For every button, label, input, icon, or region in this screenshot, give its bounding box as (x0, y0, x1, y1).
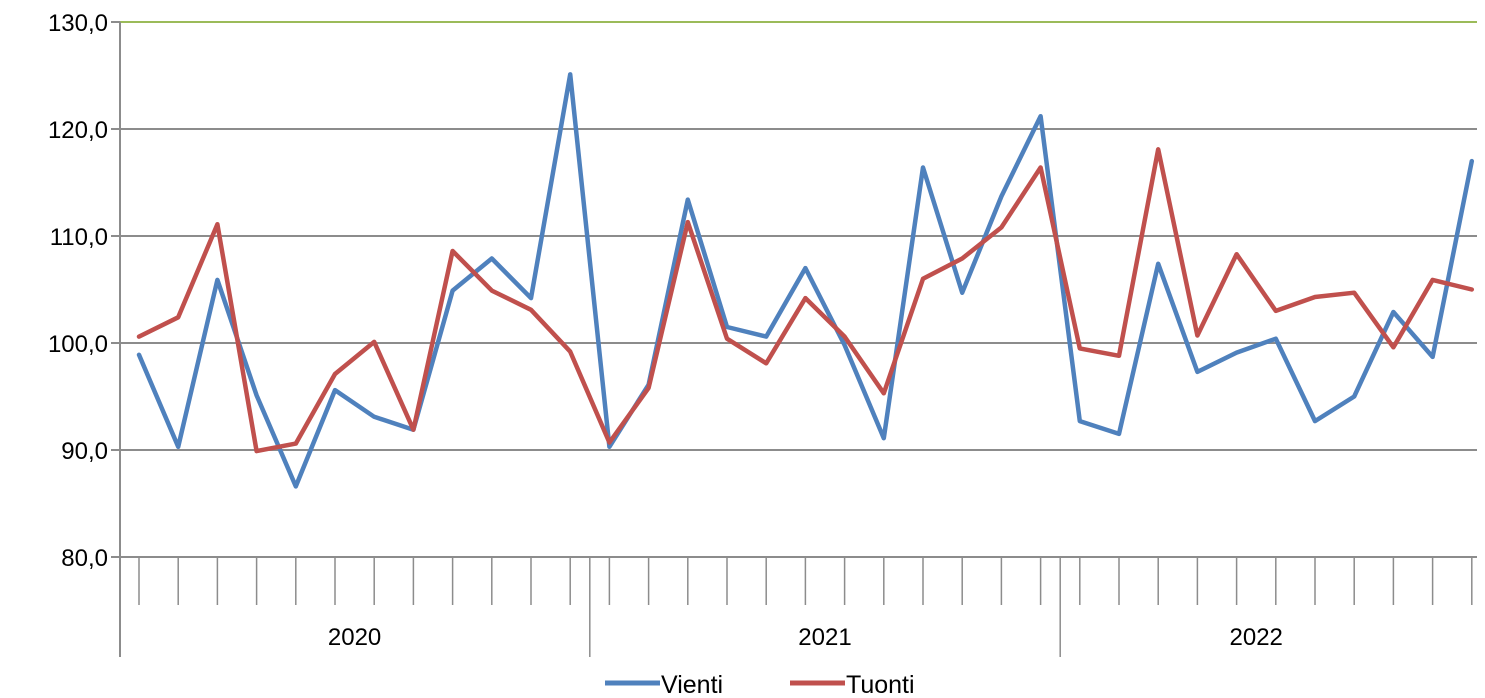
data-point-tuonti (215, 222, 219, 226)
legend: Vienti Tuonti (605, 671, 915, 698)
y-tick-label: 120,0 (48, 117, 108, 144)
data-point-vienti (921, 166, 925, 170)
x-group-label: 2021 (798, 624, 851, 651)
data-point-tuonti (568, 350, 572, 354)
data-point-vienti (1156, 262, 1160, 266)
series-lines (136, 72, 1475, 489)
y-tick-label: 130,0 (48, 10, 108, 37)
data-point-tuonti (999, 225, 1003, 229)
series-line-tuonti (136, 147, 1475, 454)
data-point-tuonti (333, 372, 337, 376)
data-point-tuonti (1195, 334, 1199, 338)
data-point-vienti (490, 256, 494, 260)
data-point-vienti (1470, 159, 1474, 163)
data-point-tuonti (1352, 291, 1356, 295)
data-point-vienti (255, 393, 259, 397)
data-point-tuonti (451, 249, 455, 253)
data-point-vienti (333, 388, 337, 392)
data-point-tuonti (1391, 345, 1395, 349)
data-point-tuonti (647, 386, 651, 390)
data-point-tuonti (1470, 288, 1474, 292)
data-point-tuonti (1156, 147, 1160, 151)
data-point-tuonti (490, 289, 494, 293)
data-point-vienti (803, 266, 807, 270)
data-point-tuonti (960, 256, 964, 260)
data-point-vienti (1313, 419, 1317, 423)
data-point-tuonti (725, 337, 729, 341)
data-point-tuonti (255, 449, 259, 453)
data-point-vienti (137, 353, 141, 357)
data-point-vienti (372, 415, 376, 419)
data-point-tuonti (137, 335, 141, 339)
data-point-vienti (568, 72, 572, 76)
data-point-tuonti (372, 340, 376, 344)
data-point-vienti (294, 484, 298, 488)
data-point-vienti (529, 296, 533, 300)
data-point-tuonti (843, 335, 847, 339)
legend-label-vienti: Vienti (661, 671, 723, 698)
data-point-vienti (764, 335, 768, 339)
data-point-tuonti (921, 277, 925, 281)
data-point-vienti (607, 445, 611, 449)
data-point-tuonti (176, 315, 180, 319)
data-point-vienti (843, 343, 847, 347)
data-point-tuonti (294, 442, 298, 446)
legend-label-tuonti: Tuonti (846, 671, 915, 698)
data-point-vienti (882, 436, 886, 440)
data-point-tuonti (1431, 278, 1435, 282)
data-point-tuonti (1039, 166, 1043, 170)
data-point-vienti (176, 445, 180, 449)
data-point-tuonti (607, 441, 611, 445)
data-point-vienti (451, 289, 455, 293)
data-point-tuonti (803, 296, 807, 300)
data-point-vienti (960, 291, 964, 295)
data-point-tuonti (882, 391, 886, 395)
data-point-tuonti (1274, 309, 1278, 313)
y-tick-label: 110,0 (50, 224, 108, 251)
data-point-tuonti (411, 428, 415, 432)
data-point-vienti (686, 198, 690, 202)
data-point-tuonti (686, 220, 690, 224)
data-point-tuonti (1078, 346, 1082, 350)
data-point-vienti (1431, 355, 1435, 359)
data-point-vienti (215, 278, 219, 282)
x-group-label: 2022 (1230, 624, 1283, 651)
data-point-vienti (1078, 419, 1082, 423)
data-point-vienti (1039, 114, 1043, 118)
data-point-tuonti (529, 308, 533, 312)
y-tick-label: 80,0 (61, 545, 108, 572)
y-tick-label: 100,0 (48, 331, 108, 358)
y-tick-label: 90,0 (61, 438, 108, 465)
data-point-tuonti (1235, 252, 1239, 256)
data-point-vienti (1391, 310, 1395, 314)
axes: 80,0 90,0 100,0 110,0 120,0 130,0 2020 2021 2022 (48, 10, 1477, 657)
data-point-tuonti (1313, 295, 1317, 299)
data-point-vienti (1352, 395, 1356, 399)
data-point-vienti (1235, 351, 1239, 355)
data-point-vienti (1274, 337, 1278, 341)
data-point-vienti (999, 194, 1003, 198)
gridlines (120, 21, 1477, 451)
data-point-vienti (1117, 432, 1121, 436)
data-point-vienti (1195, 370, 1199, 374)
data-point-tuonti (764, 361, 768, 365)
series-line-vienti (136, 72, 1475, 489)
x-group-label: 2020 (328, 624, 381, 651)
data-point-tuonti (1117, 354, 1121, 358)
